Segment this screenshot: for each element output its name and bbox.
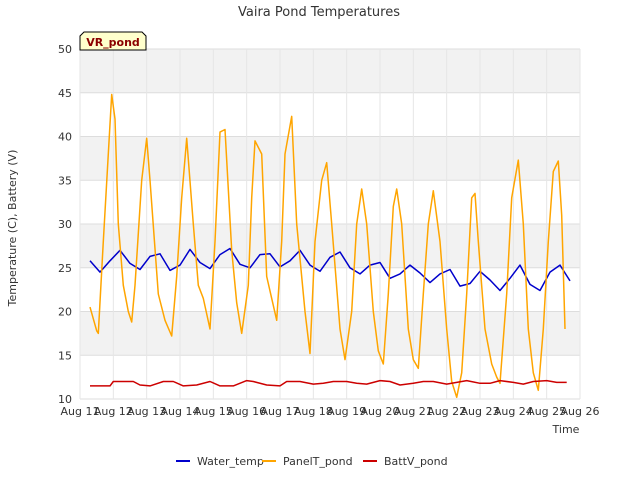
x-tick-label: Aug 19 [327,405,366,418]
x-tick-label: Aug 25 [527,405,566,418]
y-tick-label: 30 [58,218,72,231]
legend-label: PanelT_pond [283,455,353,468]
y-tick-label: 15 [58,349,72,362]
x-tick-label: Aug 20 [361,405,400,418]
series-line-battv-pond [90,379,567,387]
plot-band [80,355,580,399]
badge-label: VR_pond [86,36,140,49]
x-tick-label: Aug 23 [461,405,500,418]
series-line-water-temp [89,247,571,292]
legend-label: BattV_pond [384,455,448,468]
x-tick-label: Aug 14 [161,405,200,418]
vr-pond-badge: VR_pond [79,31,147,51]
y-tick-label: 35 [58,174,72,187]
legend-label: Water_temp [197,455,264,468]
chart-title: Vaira Pond Temperatures [238,5,400,20]
y-tick-label: 25 [58,262,72,275]
x-tick-label: Aug 26 [561,405,600,418]
legend: Water_temp PanelT_pond BattV_pond [176,455,448,468]
x-axis-label: Time [552,423,580,436]
x-tick-label: Aug 21 [394,405,433,418]
y-tick-label: 40 [58,131,72,144]
x-tick-label: Aug 16 [227,405,266,418]
y-tick-label: 50 [58,43,72,56]
y-tick-label: 45 [58,87,72,100]
plot-band [80,267,580,312]
y-tick-labels: 10 15 20 25 30 35 40 45 50 [58,43,72,406]
plot-band [80,92,580,137]
x-tick-label: Aug 12 [94,405,133,418]
y-tick-label: 20 [58,306,72,319]
y-axis-label: Temperature (C), Battery (V) [6,150,19,308]
y-tick-label: 10 [58,393,72,406]
x-tick-label: Aug 22 [427,405,466,418]
x-tick-label: Aug 13 [127,405,166,418]
x-tick-label: Aug 17 [261,405,300,418]
plot-band [80,49,580,93]
series-lines [89,93,571,399]
plot-bands [80,49,580,399]
plot-band [80,136,580,181]
x-tick-label: Aug 18 [294,405,333,418]
x-tick-label: Aug 24 [494,405,533,418]
series-line-panelt-pond [89,93,566,399]
plot-band [80,311,580,356]
badge-shape [79,31,147,51]
x-tick-label: Aug 15 [194,405,233,418]
x-tick-label: Aug 11 [61,405,100,418]
grid-lines [79,48,581,400]
